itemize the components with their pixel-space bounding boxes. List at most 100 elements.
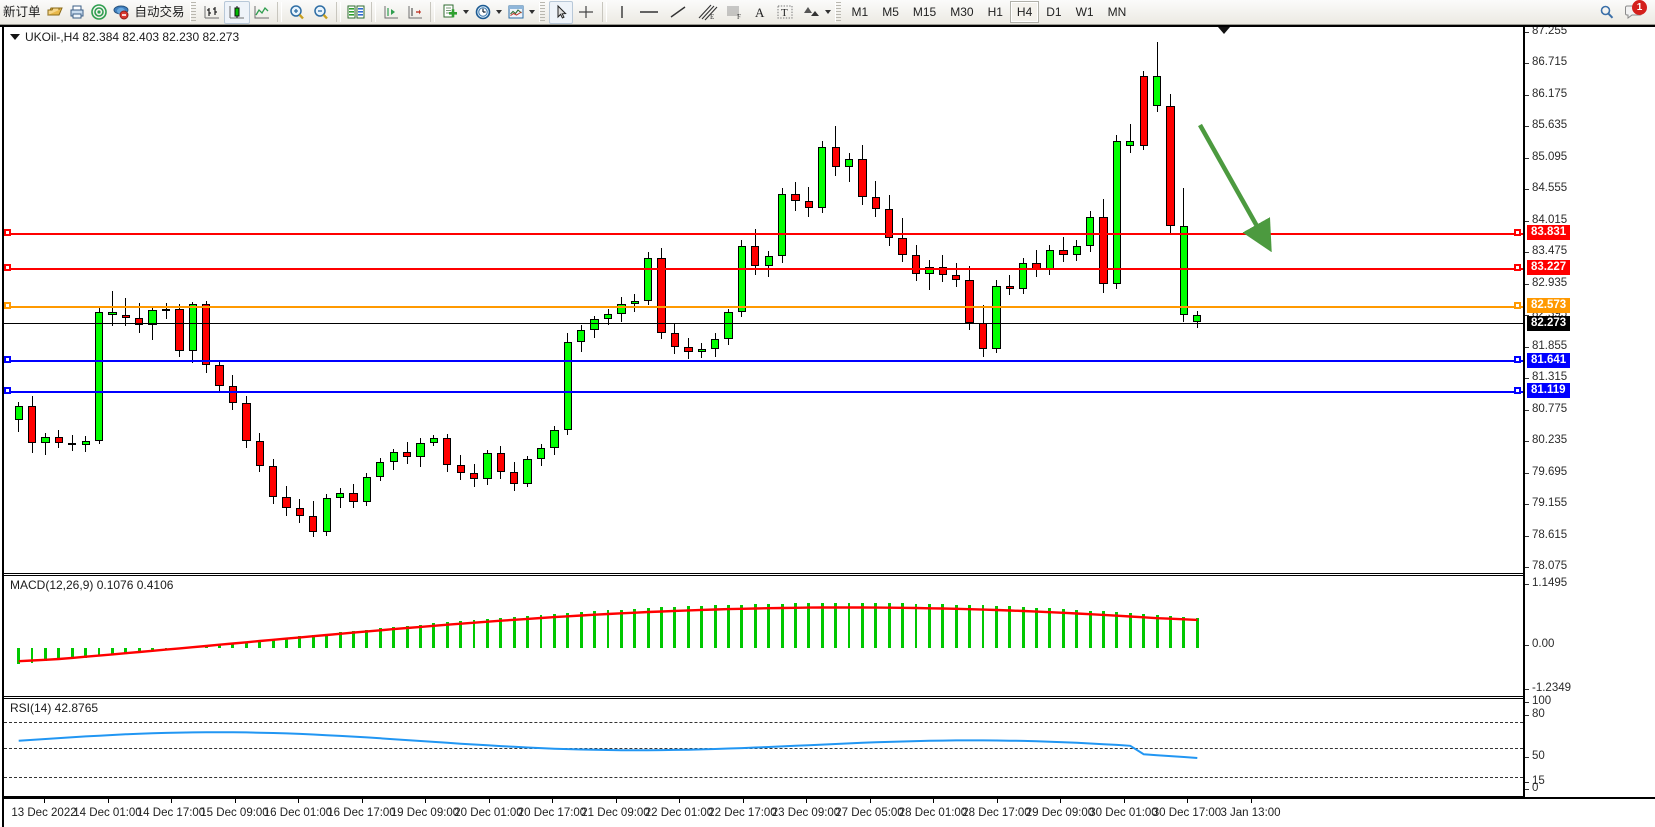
text-label-icon[interactable]: A <box>748 1 772 24</box>
candle-body <box>496 453 505 473</box>
line-chart-icon[interactable] <box>250 1 274 24</box>
price-chip-current-price[interactable]: 82.273 <box>1527 315 1571 331</box>
candle-body <box>255 440 264 466</box>
fibonacci-icon[interactable]: F <box>720 1 748 24</box>
auto-trading-button[interactable]: 自动交易 <box>134 4 185 19</box>
candle-body <box>376 461 385 477</box>
cursor-arrow-icon[interactable] <box>548 0 573 24</box>
level-handle[interactable] <box>4 301 11 309</box>
chevron-down-icon[interactable] <box>824 10 831 14</box>
macd-histogram-bar <box>794 603 797 648</box>
price-level-resistance[interactable] <box>4 232 1523 235</box>
level-handle[interactable] <box>1514 263 1521 271</box>
macd-histogram-bar <box>1035 607 1038 648</box>
price-axis[interactable]: 87.255 86.715 86.175 85.635 85.095 84.555 84.0… <box>1523 27 1655 797</box>
price-chip-pivot[interactable]: 82.573 <box>1527 298 1571 314</box>
chart-shift-icon[interactable] <box>403 1 427 24</box>
level-handle[interactable] <box>4 228 11 236</box>
time-axis-tick <box>869 799 871 803</box>
time-axis-label: 13 Dec 2022 <box>11 807 77 819</box>
candle-body <box>322 497 331 532</box>
chevron-down-icon[interactable] <box>495 10 502 14</box>
toolbar-grip[interactable] <box>834 2 841 22</box>
timeframe-m15[interactable]: M15 <box>912 5 937 19</box>
candle-body <box>54 436 64 443</box>
text-box-icon[interactable]: T <box>772 1 798 24</box>
vertical-line-icon[interactable] <box>610 1 634 24</box>
time-axis-tick <box>742 799 744 803</box>
macd-pane[interactable]: MACD(12,26,9) 0.1076 0.4106 <box>4 575 1523 697</box>
expert-advisor-icon[interactable] <box>110 1 132 24</box>
candle-wick <box>1009 275 1011 295</box>
level-handle[interactable] <box>1514 356 1521 364</box>
level-handle[interactable] <box>1514 386 1521 394</box>
price-chip-support[interactable]: 81.641 <box>1527 352 1571 368</box>
timeframe-w1[interactable]: W1 <box>1075 5 1094 19</box>
time-axis[interactable]: 13 Dec 2022 14 Dec 01:00 14 Dec 17:00 15 De… <box>4 797 1655 827</box>
timeframe-m30[interactable]: M30 <box>950 5 974 19</box>
timeframe-h4[interactable]: H4 <box>1009 1 1040 23</box>
zoom-in-icon[interactable] <box>285 1 309 24</box>
chevron-down-icon[interactable] <box>462 10 469 14</box>
candle-body <box>1059 249 1068 256</box>
macd-histogram-bar <box>244 641 248 648</box>
candle-body <box>309 516 318 532</box>
timeframe-mn[interactable]: MN <box>1107 5 1127 19</box>
candlestick-chart-icon[interactable] <box>223 0 250 24</box>
macd-histogram-bar <box>820 603 824 648</box>
price-level-support[interactable] <box>4 360 1523 363</box>
rsi-pane[interactable]: RSI(14) 42.8765 <box>4 698 1523 797</box>
trendline-icon[interactable] <box>664 1 692 24</box>
price-level-current-price[interactable] <box>4 323 1523 325</box>
price-level-support[interactable] <box>4 390 1523 393</box>
trend-arrow-annotation[interactable] <box>1184 117 1304 277</box>
timeframe-d1[interactable]: D1 <box>1046 5 1062 19</box>
period-clock-icon[interactable] <box>471 1 495 24</box>
price-chip-resistance[interactable]: 83.831 <box>1527 225 1571 241</box>
bar-chart-icon[interactable] <box>200 1 224 24</box>
candle-body <box>1179 226 1189 315</box>
level-handle[interactable] <box>4 263 11 271</box>
macd-histogram-bar <box>231 643 235 648</box>
folder-icon[interactable] <box>44 1 66 24</box>
macd-histogram-bar <box>70 648 74 659</box>
templates-icon[interactable] <box>504 1 528 24</box>
candle-body <box>215 365 224 386</box>
level-handle[interactable] <box>1514 228 1521 236</box>
time-axis-label: 20 Dec 01:00 <box>454 807 523 819</box>
auto-scroll-icon[interactable] <box>379 1 403 24</box>
price-chip-resistance[interactable]: 83.227 <box>1527 260 1571 276</box>
printer-icon[interactable] <box>66 1 88 24</box>
price-level-resistance[interactable] <box>4 267 1523 270</box>
tile-windows-icon[interactable] <box>344 1 368 24</box>
price-level-pivot[interactable] <box>4 305 1523 308</box>
chevron-down-icon[interactable] <box>528 10 535 14</box>
crosshair-icon[interactable] <box>573 1 599 24</box>
indicators-icon[interactable] <box>438 1 462 24</box>
chart-dropdown-icon[interactable] <box>10 34 20 40</box>
shapes-icon[interactable] <box>798 1 824 24</box>
level-handle[interactable] <box>4 356 11 364</box>
macd-histogram-bar <box>981 605 985 648</box>
toolbar-grip[interactable] <box>538 2 545 22</box>
level-handle[interactable] <box>4 386 11 394</box>
macd-histogram-bar <box>1115 612 1119 648</box>
candle-body <box>1019 263 1028 290</box>
price-chip-support[interactable]: 81.119 <box>1527 383 1570 399</box>
search-icon[interactable] <box>1595 1 1619 24</box>
macd-histogram-bar <box>378 628 382 648</box>
new-order-button[interactable]: 新订单 <box>3 4 41 19</box>
price-pane[interactable]: UKOil-,H4 82.384 82.403 82.230 82.273 <box>4 27 1523 574</box>
horizontal-line-icon[interactable] <box>634 1 664 24</box>
timeframe-m5[interactable]: M5 <box>882 5 899 19</box>
level-handle[interactable] <box>1514 301 1521 309</box>
signals-icon[interactable] <box>88 1 110 24</box>
chat-icon[interactable]: 1 <box>1619 0 1649 24</box>
timeframe-m1[interactable]: M1 <box>851 5 869 19</box>
equidistant-channel-icon[interactable]: E <box>692 1 720 24</box>
toolbar-grip[interactable] <box>189 2 196 22</box>
timeframe-h1[interactable]: H1 <box>987 5 1003 19</box>
chart-symbol-label: UKOil-,H4 82.384 82.403 82.230 82.273 <box>10 30 239 44</box>
zoom-out-icon[interactable] <box>309 1 333 24</box>
